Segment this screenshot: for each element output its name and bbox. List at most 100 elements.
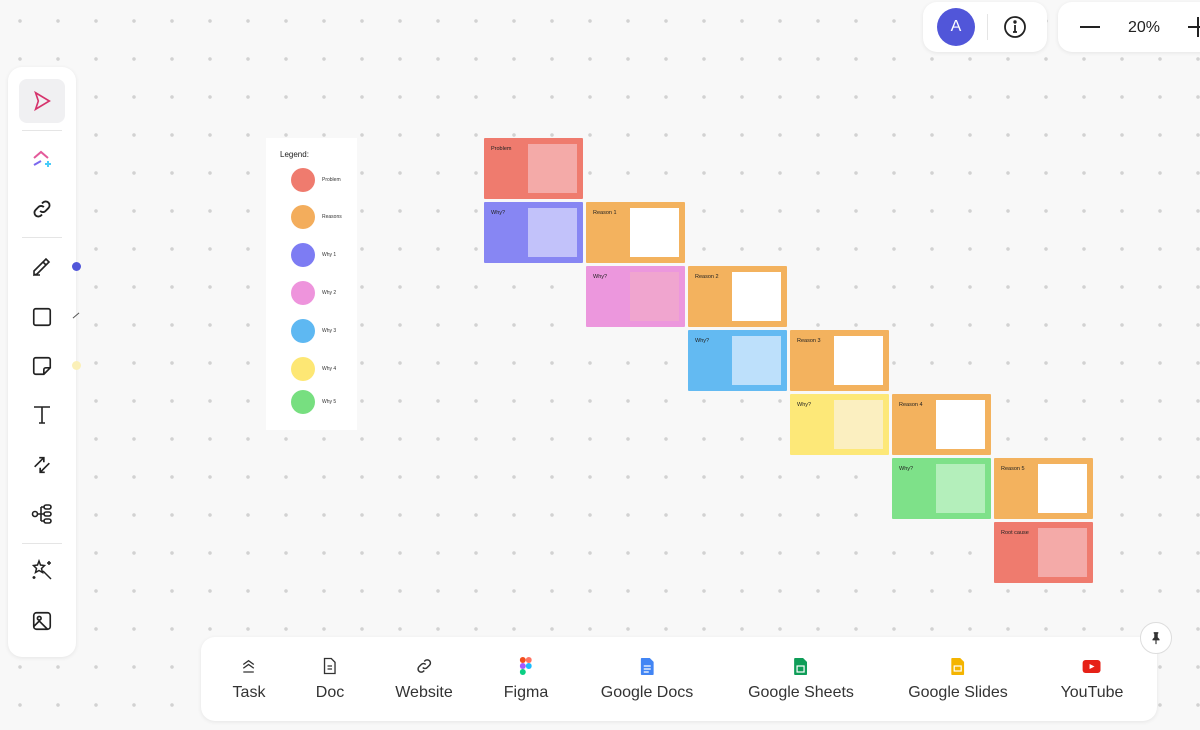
card-note[interactable]	[732, 272, 781, 321]
zoom-out-button[interactable]	[1080, 26, 1100, 28]
mindmap-icon	[31, 504, 52, 524]
embed-google-docs-button[interactable]: Google Docs	[600, 655, 694, 702]
link-icon	[415, 655, 433, 677]
left-toolbar	[8, 67, 76, 657]
embed-figma-button[interactable]: Figma	[504, 655, 548, 702]
embed-label: Google Sheets	[748, 684, 854, 701]
embed-label: Google Slides	[908, 684, 1008, 701]
card-label: Reason 3	[797, 338, 821, 344]
card-note[interactable]	[528, 144, 577, 193]
card-note[interactable]	[630, 272, 679, 321]
color-dot-yellow[interactable]	[72, 361, 81, 370]
pen-tool[interactable]	[19, 245, 65, 289]
youtube-icon	[1083, 655, 1101, 677]
magic-wand-icon	[31, 558, 52, 580]
legend[interactable]: Legend: Problem Reasons Why 1 Why 2 Why 3 Why…	[266, 138, 357, 430]
color-dot-purple[interactable]	[72, 262, 81, 271]
legend-label: Why 5	[322, 399, 337, 405]
card-label: Reason 5	[1001, 466, 1025, 472]
zoom-controls: 20%	[1058, 2, 1200, 52]
info-button[interactable]	[1003, 15, 1027, 44]
card-note[interactable]	[936, 464, 985, 513]
card-note[interactable]	[528, 208, 577, 257]
sticky-card[interactable]: Reason 3	[790, 330, 889, 391]
legend-swatch	[291, 357, 315, 381]
embed-label: Task	[232, 684, 266, 701]
embed-google-slides-button[interactable]: Google Slides	[908, 655, 1008, 702]
sticky-note-tool[interactable]	[19, 344, 65, 388]
connector-tool[interactable]	[19, 443, 65, 487]
ai-tool[interactable]	[19, 137, 65, 181]
figma-icon	[519, 655, 532, 677]
legend-item: Why 2	[291, 281, 336, 305]
card-label: Reason 1	[593, 210, 617, 216]
legend-label: Why 3	[322, 328, 337, 334]
zoom-level: 20%	[1128, 19, 1161, 36]
legend-label: Why 4	[322, 366, 337, 372]
legend-item: Why 1	[291, 243, 336, 267]
image-tool[interactable]	[19, 599, 65, 643]
arrows-icon	[34, 456, 50, 474]
legend-item: Why 4	[291, 357, 336, 381]
square-icon	[32, 307, 52, 327]
embed-label: Google Docs	[600, 684, 694, 701]
legend-label: Problem	[322, 177, 341, 183]
embed-youtube-button[interactable]: YouTube	[1060, 655, 1124, 702]
sticky-note-icon	[32, 356, 52, 376]
avatar[interactable]: A	[937, 8, 975, 46]
sticky-card[interactable]: Reason 5	[994, 458, 1093, 519]
card-label: Why?	[899, 466, 914, 472]
sticky-card[interactable]: Why?	[586, 266, 685, 327]
legend-item: Reasons	[291, 205, 342, 229]
embed-google-sheets-button[interactable]: Google Sheets	[748, 655, 854, 702]
card-label: Why?	[491, 210, 506, 216]
card-note[interactable]	[732, 336, 781, 385]
text-tool[interactable]	[19, 393, 65, 437]
sticky-card[interactable]: Why?	[892, 458, 991, 519]
embed-task-button[interactable]: Task	[232, 655, 266, 702]
mindmap-tool[interactable]	[19, 492, 65, 536]
sticky-card[interactable]: Reason 2	[688, 266, 787, 327]
select-tool[interactable]	[19, 79, 65, 123]
sticky-card[interactable]: Why?	[688, 330, 787, 391]
pin-button[interactable]	[1140, 622, 1172, 654]
sticky-card[interactable]: Reason 1	[586, 202, 685, 263]
link-icon	[33, 200, 51, 218]
doc-icon	[322, 655, 338, 677]
card-note[interactable]	[936, 400, 985, 449]
sticky-card[interactable]: Why?	[790, 394, 889, 455]
legend-swatch	[291, 390, 315, 414]
google-sheets-icon	[794, 655, 808, 677]
user-panel: A	[923, 2, 1047, 52]
zoom-in-button[interactable]	[1188, 17, 1200, 37]
legend-swatch	[291, 281, 315, 305]
card-note[interactable]	[1038, 464, 1087, 513]
card-note[interactable]	[630, 208, 679, 257]
link-tool[interactable]	[19, 187, 65, 231]
sticky-card[interactable]: Problem	[484, 138, 583, 199]
info-icon	[1004, 16, 1026, 38]
legend-swatch	[291, 243, 315, 267]
card-note[interactable]	[834, 400, 883, 449]
sticky-card[interactable]: Why?	[484, 202, 583, 263]
legend-swatch	[291, 319, 315, 343]
legend-item: Why 5	[291, 390, 336, 414]
clickup-plus-icon	[33, 150, 51, 167]
sticky-card[interactable]: Root cause	[994, 522, 1093, 583]
card-label: Root cause	[1001, 530, 1029, 536]
sticky-card[interactable]: Reason 4	[892, 394, 991, 455]
card-note[interactable]	[834, 336, 883, 385]
embed-website-button[interactable]: Website	[395, 655, 453, 702]
pin-icon	[1152, 632, 1160, 645]
embed-label: Doc	[315, 684, 345, 701]
card-note[interactable]	[1038, 528, 1087, 577]
shape-tool[interactable]	[19, 295, 65, 339]
embed-doc-button[interactable]: Doc	[316, 655, 344, 702]
legend-label: Why 1	[322, 252, 337, 258]
embed-label: Figma	[503, 684, 549, 701]
embed-label: YouTube	[1060, 684, 1124, 701]
google-slides-icon	[951, 655, 965, 677]
card-label: Why?	[695, 338, 710, 344]
ai-magic-tool[interactable]	[19, 548, 65, 592]
card-label: Reason 2	[695, 274, 719, 280]
